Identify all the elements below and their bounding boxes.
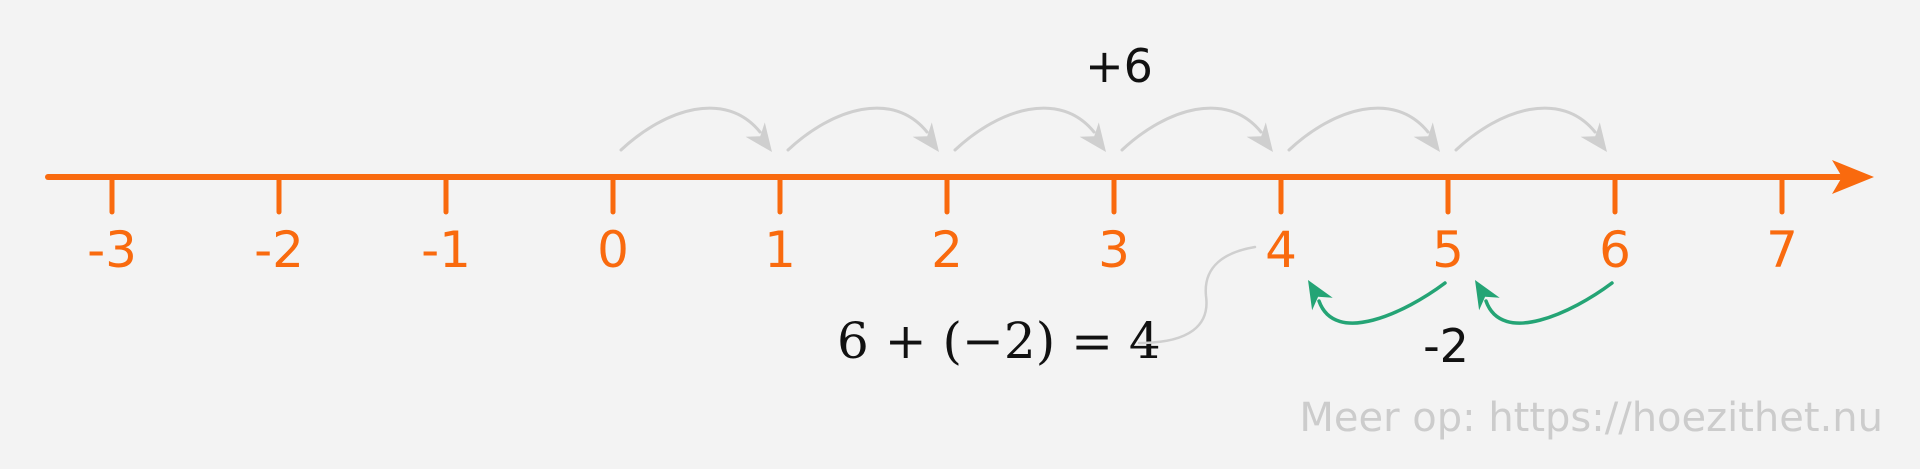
backward-jump-label: -2 (1423, 319, 1469, 373)
forward-jump-arc (619, 106, 762, 152)
axis-ticks (109, 174, 1785, 215)
tick-label: -1 (421, 221, 471, 279)
tick-label: 6 (1599, 221, 1631, 279)
forward-jump-label: +6 (1085, 39, 1153, 93)
forward-jump-arc (1120, 106, 1263, 152)
tick-label: -2 (254, 221, 304, 279)
tick-label: 0 (597, 221, 629, 279)
forward-arrowhead-icon (1079, 122, 1106, 152)
equation: 6 + (−2) = 4 (837, 312, 1161, 370)
forward-arrowhead-icon (912, 122, 939, 152)
forward-arrowhead-icon (1246, 122, 1273, 152)
forward-jump-arc (786, 106, 929, 152)
forward-jump-arc (1287, 106, 1430, 152)
backward-arrowhead-icon (1475, 280, 1500, 311)
backward-jump-arc (1317, 281, 1447, 325)
forward-jump-arc (953, 106, 1096, 152)
watermark: Meer op: https://hoezithet.nu (1299, 395, 1883, 441)
forward-arrowhead-icon (745, 122, 772, 152)
backward-arrowhead-icon (1308, 280, 1333, 311)
tick-label: 1 (764, 221, 796, 279)
axis-arrowhead-icon (1832, 160, 1874, 194)
forward-arrowhead-icon (1580, 122, 1607, 152)
tick-label: 5 (1432, 221, 1464, 279)
equation-connector (1137, 245, 1257, 345)
backward-jump-arc (1484, 281, 1614, 325)
forward-jump-arcs (619, 106, 1607, 152)
tick-label: 4 (1265, 221, 1297, 279)
forward-jump-arc (1454, 106, 1597, 152)
tick-label: 3 (1098, 221, 1130, 279)
axis-tick-labels: -3 -2 -1 0 1 2 3 4 5 6 7 (87, 221, 1798, 279)
tick-label: -3 (87, 221, 137, 279)
tick-label: 2 (931, 221, 963, 279)
forward-arrowhead-icon (1413, 122, 1440, 152)
backward-jump-arcs (1308, 280, 1614, 325)
tick-label: 7 (1766, 221, 1798, 279)
